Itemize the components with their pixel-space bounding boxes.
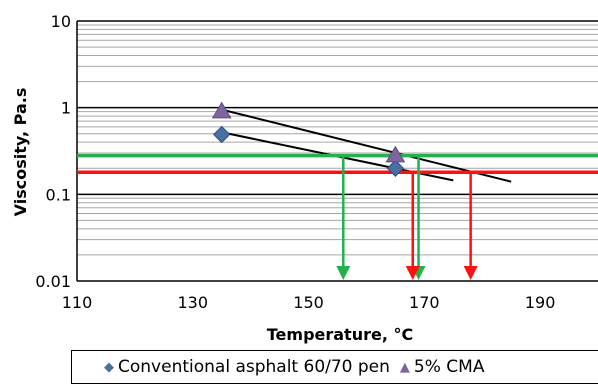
- diamond-marker: [386, 159, 405, 177]
- x-tick-label: 150: [293, 293, 324, 312]
- y-tick-label: 0.01: [35, 272, 71, 291]
- plot-area: [76, 20, 598, 282]
- y-tick-label: 10: [51, 12, 71, 31]
- triangle-icon: ▲: [399, 359, 410, 375]
- diamond-icon: ◆: [104, 359, 114, 375]
- reference-arrows: [336, 155, 478, 280]
- triangle-marker: [211, 101, 232, 119]
- arrow-head: [405, 266, 420, 280]
- plot-background: [77, 21, 598, 281]
- legend-label-cma: 5% CMA: [413, 357, 485, 377]
- y-tick-labels: 0.01 0.1 1 10: [35, 12, 71, 291]
- y-axis-title: Viscosity, Pa.s: [11, 88, 30, 217]
- arrow-head: [463, 266, 478, 280]
- arrow-head: [336, 266, 351, 280]
- minor-gridlines: [77, 24, 598, 256]
- y-tick-label: 1: [61, 99, 71, 118]
- x-tick-label: 110: [62, 293, 93, 312]
- diamond-marker: [213, 125, 231, 144]
- major-gridlines: [77, 20, 598, 282]
- trendline: [221, 108, 512, 183]
- y-tick-label: 0.1: [46, 185, 71, 204]
- legend: ◆ Conventional asphalt 60/70 pen ▲ 5% CM…: [71, 350, 598, 384]
- legend-label-conventional: Conventional asphalt 60/70 pen: [118, 357, 390, 377]
- x-tick-labels: 110 130 150 170 190: [62, 293, 556, 312]
- legend-entry-cma: ▲ 5% CMA: [400, 357, 485, 377]
- x-axis-title: Temperature, °C: [267, 325, 413, 344]
- x-tick-label: 190: [525, 293, 556, 312]
- x-tick-label: 170: [409, 293, 440, 312]
- triangle-marker: [385, 145, 406, 163]
- legend-entry-conventional: ◆ Conventional asphalt 60/70 pen: [104, 357, 390, 377]
- reference-lines: [77, 153, 598, 174]
- data-markers: [211, 101, 406, 177]
- x-tick-label: 130: [178, 293, 209, 312]
